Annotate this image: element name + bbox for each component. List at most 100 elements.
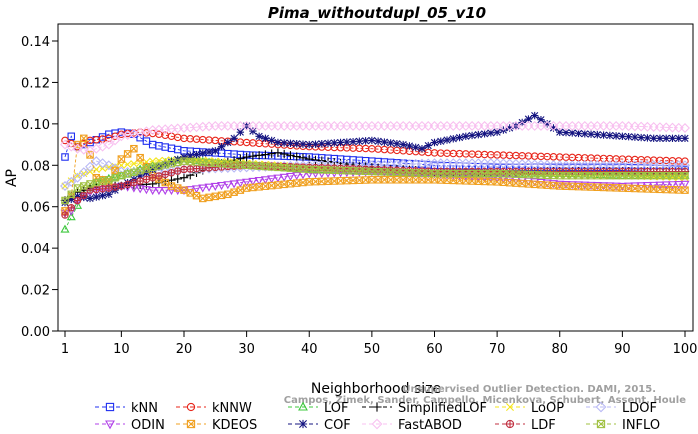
- data-point: [73, 192, 82, 201]
- y-tick-label: 0.12: [21, 76, 50, 91]
- data-point: [235, 179, 245, 188]
- data-point: [123, 180, 132, 189]
- data-point: [681, 171, 689, 180]
- data-point: [124, 160, 132, 169]
- data-point: [631, 133, 639, 141]
- legend: kNN kNNW LOF SimplifiedLOF LoOP LDOF ODIN KDEOS…: [95, 401, 660, 433]
- data-point: [349, 137, 357, 146]
- data-point: [386, 167, 396, 176]
- data-point: [130, 144, 138, 153]
- data-point: [248, 177, 258, 186]
- data-point: [606, 131, 614, 140]
- data-point: [186, 189, 195, 197]
- data-point: [430, 169, 439, 178]
- data-point: [492, 168, 502, 177]
- data-point: [236, 186, 245, 194]
- data-point: [92, 193, 101, 201]
- data-point: [167, 168, 176, 177]
- data-point: [681, 134, 689, 143]
- data-point: [455, 133, 464, 142]
- data-point: [361, 176, 370, 184]
- data-point: [324, 139, 332, 148]
- data-point: [66, 176, 77, 187]
- data-point: [211, 147, 220, 155]
- data-point: [581, 130, 589, 138]
- data-point: [367, 166, 377, 175]
- data-point: [148, 173, 157, 182]
- data-point: [261, 150, 270, 159]
- data-point: [167, 158, 176, 166]
- data-point: [103, 160, 114, 171]
- data-point: [73, 172, 82, 180]
- data-point: [336, 177, 345, 185]
- data-point: [217, 142, 226, 151]
- legend-item-lof: LOF: [288, 401, 349, 416]
- data-point: [629, 121, 640, 132]
- data-point: [110, 135, 121, 146]
- series-line: [64, 160, 685, 187]
- data-point: [292, 179, 301, 187]
- data-point: [624, 133, 633, 141]
- data-point: [655, 181, 665, 190]
- data-point: [180, 165, 188, 174]
- data-point: [155, 163, 163, 171]
- legend-item-fastabod: FastABOD: [362, 418, 462, 433]
- data-point: [368, 136, 376, 145]
- data-point: [593, 130, 602, 139]
- series-line: [64, 131, 686, 162]
- data-point: [486, 168, 496, 177]
- series-inflo: [61, 157, 689, 205]
- data-point: [611, 170, 621, 179]
- axis-layer: 1 10 20 30 40 50 60 70 80 90 100 0.00 0.02 0.04 0.06 0.…: [21, 35, 697, 357]
- data-point: [136, 177, 144, 185]
- data-point: [418, 145, 426, 153]
- data-point: [386, 139, 395, 147]
- data-point: [267, 136, 276, 145]
- data-point: [673, 122, 684, 133]
- data-point: [86, 194, 94, 203]
- data-point: [417, 168, 427, 177]
- data-point: [543, 181, 551, 189]
- data-point: [667, 122, 678, 133]
- legend-item-knnw: kNNW: [176, 401, 252, 416]
- data-point: [537, 116, 545, 124]
- legend-label: KDEOS: [212, 418, 257, 433]
- x-tick-label: 100: [673, 342, 698, 357]
- data-point: [111, 183, 119, 191]
- data-point: [543, 120, 551, 128]
- data-point: [286, 139, 295, 148]
- data-point: [323, 165, 333, 174]
- data-point: [130, 178, 138, 187]
- y-tick-label: 0.10: [21, 118, 50, 133]
- legend-label: LoOP: [531, 401, 564, 416]
- y-tick-label: 0.06: [21, 201, 50, 216]
- data-point: [443, 136, 451, 144]
- data-point: [273, 148, 283, 158]
- data-point: [135, 185, 145, 194]
- data-point: [404, 167, 414, 176]
- chart-title: Pima_withoutdupl_05_v10: [268, 4, 486, 22]
- legend-item-ldf: LDF: [495, 418, 556, 433]
- x-tick-label: 10: [113, 342, 130, 357]
- data-point: [449, 135, 457, 143]
- data-point: [80, 134, 88, 143]
- data-point: [148, 163, 157, 172]
- data-point: [61, 153, 69, 161]
- data-point: [248, 151, 258, 161]
- data-point: [487, 177, 495, 186]
- x-tick-label: 70: [489, 342, 506, 357]
- data-point: [180, 186, 188, 194]
- data-point: [179, 173, 189, 182]
- data-point: [380, 138, 389, 146]
- data-point: [61, 198, 69, 207]
- legend-label: ODIN: [131, 418, 165, 433]
- data-point: [617, 170, 627, 179]
- data-point: [98, 185, 107, 193]
- data-point: [166, 186, 177, 196]
- data-point: [493, 128, 501, 136]
- data-point: [210, 182, 220, 191]
- data-point: [643, 134, 652, 142]
- legend-label: SimplifiedLOF: [398, 401, 487, 416]
- data-point: [292, 172, 302, 181]
- data-point: [318, 140, 326, 148]
